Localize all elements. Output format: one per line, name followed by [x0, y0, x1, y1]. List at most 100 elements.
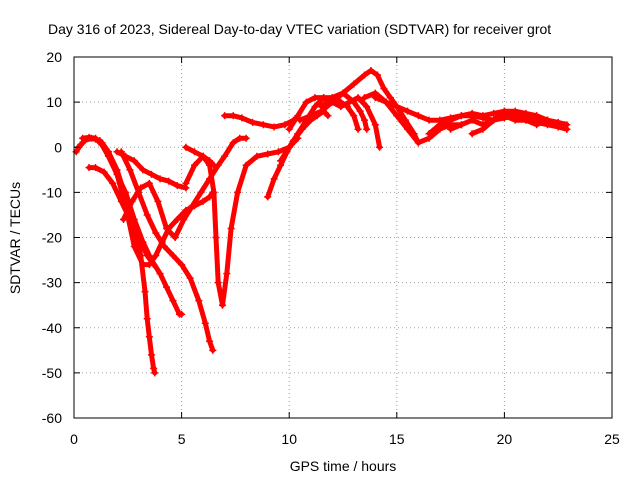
data-point	[447, 116, 455, 124]
data-point	[143, 211, 151, 219]
data-point	[100, 168, 108, 176]
data-point	[373, 71, 381, 79]
data-point	[214, 279, 222, 287]
data-point	[92, 164, 100, 172]
data-point	[404, 125, 412, 133]
data-point	[165, 177, 173, 185]
data-point	[150, 261, 158, 269]
series-line	[286, 95, 383, 150]
data-point	[96, 136, 104, 144]
data-point	[457, 121, 465, 129]
data-point	[137, 184, 145, 192]
data-point	[414, 112, 422, 120]
data-point	[339, 89, 347, 97]
x-tick-label: 20	[497, 431, 513, 447]
data-point	[152, 252, 160, 260]
data-point	[160, 243, 168, 251]
data-point	[277, 157, 285, 165]
data-point	[361, 116, 369, 124]
data-point	[104, 148, 112, 156]
data-point	[128, 197, 136, 205]
series-track-5	[113, 148, 190, 192]
data-point	[163, 283, 171, 291]
data-point	[425, 116, 433, 124]
data-point	[425, 130, 433, 138]
y-tick-label: -40	[42, 320, 62, 336]
data-point	[264, 193, 272, 201]
data-point	[543, 116, 551, 124]
data-point	[367, 67, 375, 75]
data-point	[209, 346, 217, 354]
data-point	[238, 114, 246, 122]
data-point	[253, 152, 261, 160]
data-point	[178, 261, 186, 269]
data-point	[113, 170, 121, 178]
data-point	[361, 71, 369, 79]
data-point	[218, 301, 226, 309]
data-point	[490, 109, 498, 117]
data-point	[147, 351, 155, 359]
data-point	[361, 94, 369, 102]
data-point	[259, 121, 267, 129]
data-point	[156, 175, 164, 183]
data-point	[350, 98, 358, 106]
data-point	[182, 143, 190, 151]
data-point	[354, 94, 362, 102]
data-point	[393, 103, 401, 111]
data-point	[242, 134, 250, 142]
y-tick-label: -20	[42, 230, 62, 246]
x-tick-label: 0	[70, 431, 78, 447]
data-point	[511, 112, 519, 120]
data-point	[307, 112, 315, 120]
series-track-20	[468, 107, 569, 138]
series-line	[469, 108, 568, 137]
x-tick-label: 10	[281, 431, 297, 447]
data-point	[468, 116, 476, 124]
y-tick-label: -50	[42, 365, 62, 381]
data-point	[126, 215, 134, 223]
data-point	[143, 252, 151, 260]
data-point	[354, 125, 362, 133]
data-point	[479, 112, 487, 120]
data-point	[186, 274, 194, 282]
data-point	[376, 143, 384, 151]
data-point	[490, 116, 498, 124]
data-point	[270, 123, 278, 131]
data-point	[363, 125, 371, 133]
data-point	[447, 125, 455, 133]
data-point	[141, 288, 149, 296]
y-tick-label: -30	[42, 275, 62, 291]
y-tick-label: 0	[54, 139, 62, 155]
series-track-6	[85, 164, 158, 269]
axis-ticks	[73, 56, 613, 419]
x-tick-label: 5	[178, 431, 186, 447]
data-point	[311, 103, 319, 111]
data-point	[191, 161, 199, 169]
data-point	[173, 182, 181, 190]
data-point	[197, 188, 205, 196]
data-point	[182, 179, 190, 187]
data-point	[81, 136, 89, 144]
y-axis-label: SDTVAR / TECUs	[7, 182, 23, 294]
data-point	[156, 270, 164, 278]
data-point	[119, 215, 127, 223]
data-point	[145, 179, 153, 187]
data-point	[206, 157, 214, 165]
data-point	[221, 112, 229, 120]
data-point	[382, 98, 390, 106]
data-point	[324, 112, 332, 120]
data-point	[328, 94, 336, 102]
data-point	[337, 103, 345, 111]
series-track-15	[317, 89, 371, 133]
data-point	[85, 164, 93, 172]
data-point	[221, 152, 229, 160]
data-point	[173, 215, 181, 223]
data-point	[126, 166, 134, 174]
data-point	[210, 161, 218, 169]
y-tick-label: 20	[46, 49, 62, 65]
data-point	[317, 103, 325, 111]
data-point	[294, 130, 302, 138]
data-point	[109, 179, 117, 187]
data-point	[436, 121, 444, 129]
